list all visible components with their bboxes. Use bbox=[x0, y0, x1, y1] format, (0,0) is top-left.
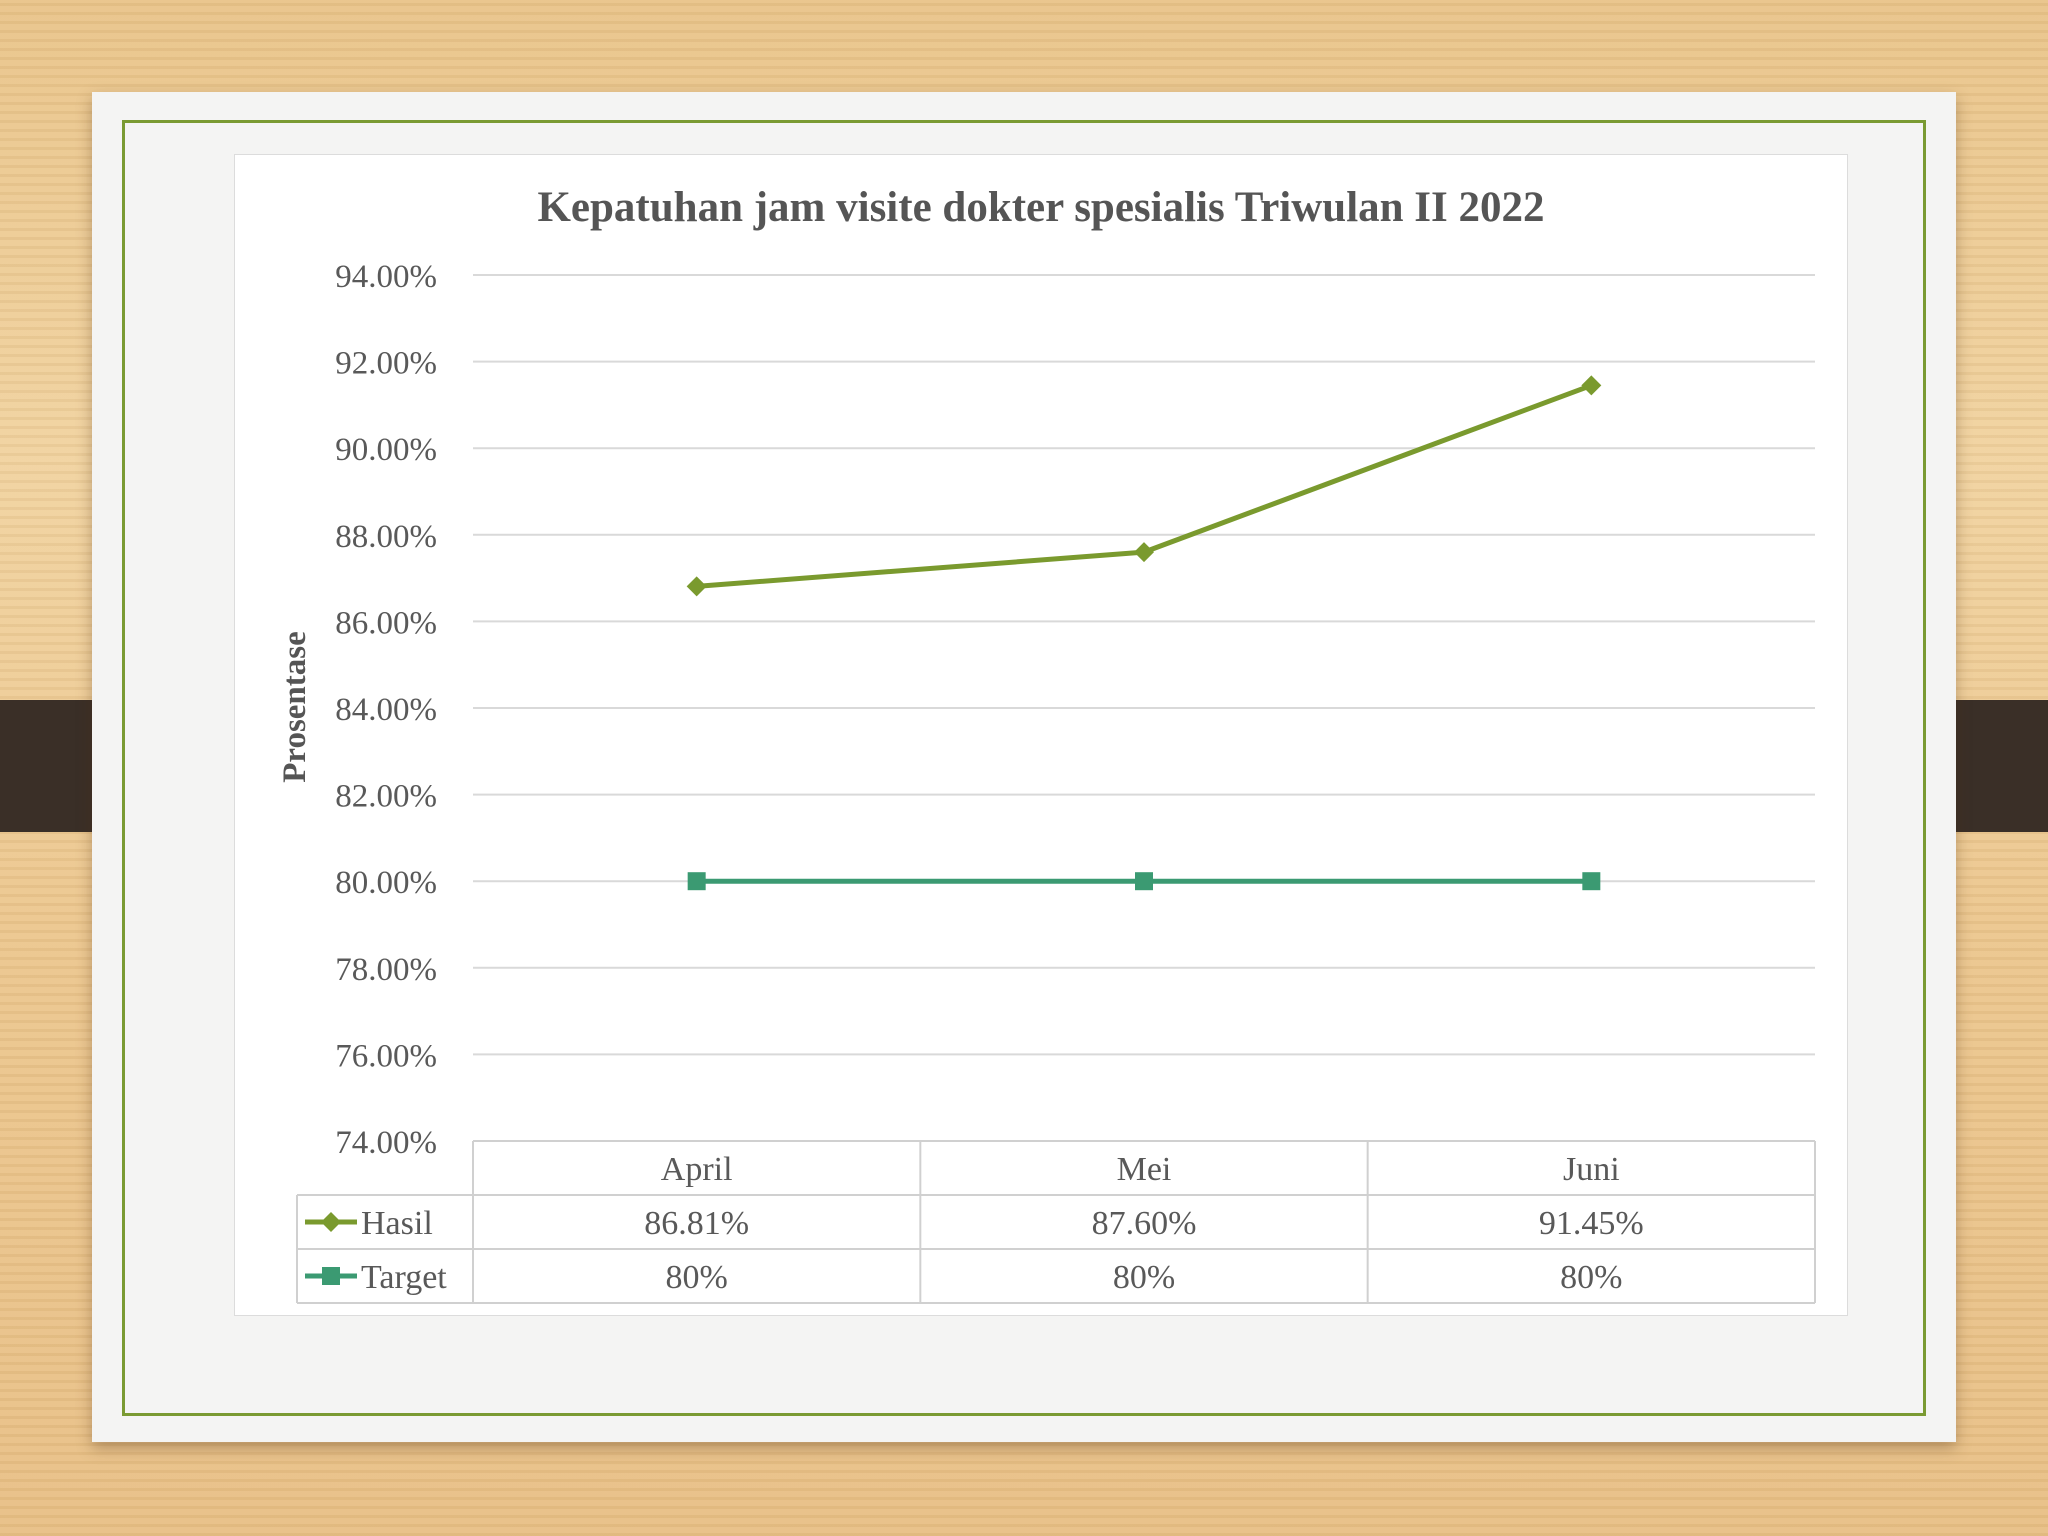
legend-entry: Hasil bbox=[305, 1205, 433, 1242]
legend-marker bbox=[321, 1212, 341, 1232]
y-axis-label: Prosentase bbox=[277, 631, 313, 783]
table-value-cell: 80% bbox=[1560, 1259, 1622, 1296]
y-tick-label: 86.00% bbox=[335, 605, 437, 641]
y-tick-label: 88.00% bbox=[335, 519, 437, 555]
data-point-hasil bbox=[1581, 375, 1602, 396]
y-tick-label: 84.00% bbox=[335, 692, 437, 728]
table-value-cell: 80% bbox=[666, 1259, 728, 1296]
y-tick-label: 80.00% bbox=[335, 865, 437, 901]
chart-area: Kepatuhan jam visite dokter spesialis Tr… bbox=[234, 154, 1848, 1316]
y-tick-label: 74.00% bbox=[335, 1125, 437, 1161]
table-value-cell: 86.81% bbox=[644, 1205, 749, 1242]
y-tick-label: 78.00% bbox=[335, 952, 437, 988]
table-value-cell: 91.45% bbox=[1539, 1205, 1644, 1242]
legend-entry: Target bbox=[305, 1259, 447, 1296]
legend-marker bbox=[322, 1267, 340, 1285]
data-point-hasil bbox=[686, 576, 707, 597]
y-tick-label: 76.00% bbox=[335, 1038, 437, 1074]
chart-title: Kepatuhan jam visite dokter spesialis Tr… bbox=[537, 184, 1544, 231]
y-tick-label: 90.00% bbox=[335, 432, 437, 468]
data-point-target bbox=[1135, 872, 1153, 891]
slide-frame bbox=[122, 120, 1926, 1416]
table-value-cell: 80% bbox=[1113, 1259, 1175, 1296]
y-tick-label: 92.00% bbox=[335, 346, 437, 382]
line-chart: Kepatuhan jam visite dokter spesialis Tr… bbox=[277, 184, 1816, 1304]
y-tick-label: 82.00% bbox=[335, 779, 437, 815]
x-category-label: Mei bbox=[1117, 1151, 1172, 1188]
table-value-cell: 87.60% bbox=[1092, 1205, 1197, 1242]
x-category-label: Juni bbox=[1563, 1151, 1620, 1188]
legend-label: Hasil bbox=[361, 1205, 433, 1242]
legend-label: Target bbox=[361, 1259, 447, 1296]
data-point-target bbox=[1582, 872, 1601, 891]
y-tick-label: 94.00% bbox=[335, 259, 437, 295]
x-category-label: April bbox=[661, 1151, 733, 1188]
data-point-hasil bbox=[1134, 542, 1154, 563]
data-point-target bbox=[687, 872, 706, 891]
